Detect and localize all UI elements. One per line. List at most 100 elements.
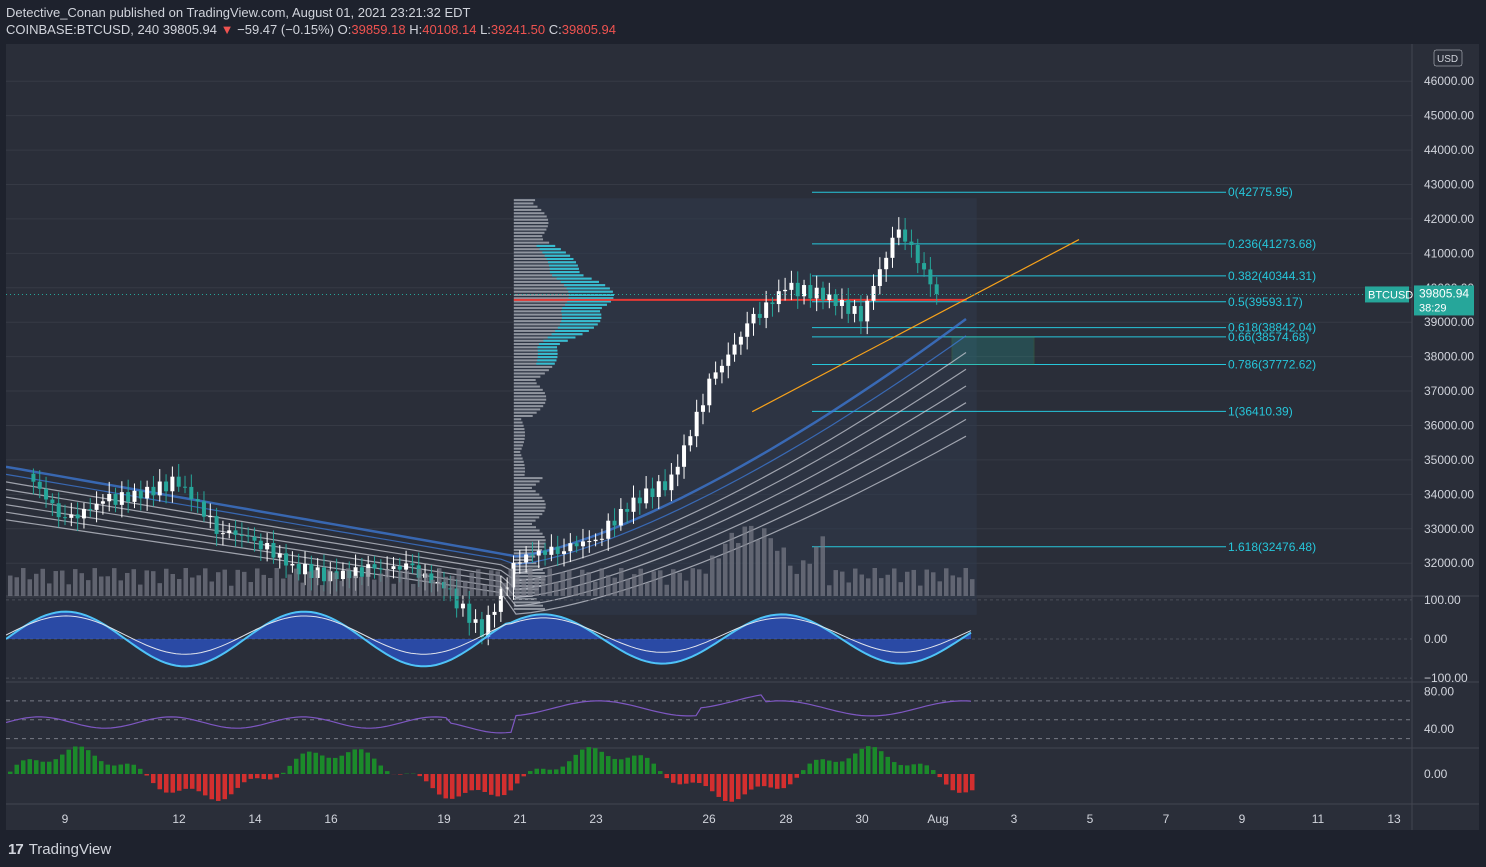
vp-bar bbox=[513, 356, 558, 359]
hist-bar bbox=[196, 774, 201, 792]
symbol-label[interactable]: COINBASE:BTCUSD, 240 bbox=[6, 22, 160, 37]
volume-bar bbox=[898, 582, 903, 596]
hist-bar bbox=[567, 761, 572, 774]
hist-bar bbox=[853, 753, 858, 774]
vp-bar bbox=[513, 346, 558, 349]
hist-bar bbox=[723, 774, 728, 801]
candle-body bbox=[719, 365, 724, 373]
vp-bar bbox=[513, 460, 524, 463]
vp-bar-up bbox=[556, 277, 592, 280]
hist-bar bbox=[905, 765, 910, 774]
volume-bar bbox=[567, 569, 572, 596]
hist-bar bbox=[300, 753, 305, 774]
hist-bar bbox=[970, 774, 975, 791]
vp-bar-up bbox=[557, 326, 594, 329]
hist-bar bbox=[450, 774, 455, 799]
vp-bar bbox=[513, 287, 610, 290]
hist-bar bbox=[749, 774, 754, 790]
date-tick-label: 23 bbox=[589, 812, 603, 826]
volume-bar bbox=[456, 568, 461, 596]
candle-body bbox=[56, 503, 61, 518]
volume-bar bbox=[892, 568, 897, 596]
vp-bar bbox=[513, 457, 523, 460]
candle-body bbox=[63, 517, 67, 519]
wave-area bbox=[6, 611, 971, 667]
vp-bar-up bbox=[537, 352, 558, 355]
hist-bar bbox=[79, 746, 84, 774]
hist-bar bbox=[963, 774, 968, 793]
vp-bar bbox=[513, 558, 533, 561]
hist-bar bbox=[807, 763, 812, 774]
candle-body bbox=[183, 486, 188, 488]
candle-body bbox=[915, 245, 920, 264]
date-tick-label: Aug bbox=[927, 812, 948, 826]
hist-bar bbox=[333, 757, 338, 774]
date-tick-label: 9 bbox=[62, 812, 69, 826]
candle-body bbox=[88, 508, 93, 510]
vp-bar bbox=[513, 293, 614, 296]
hist-bar bbox=[125, 763, 130, 774]
volume-bar bbox=[801, 560, 806, 596]
hist-bar bbox=[60, 754, 65, 774]
volume-bar bbox=[742, 526, 747, 596]
volume-bar bbox=[495, 571, 500, 596]
candle-body bbox=[903, 229, 908, 242]
candle-body bbox=[536, 550, 541, 556]
chart-frame[interactable]: 0(42775.95) 0.236(41273.68) 0.382(40344.31… bbox=[5, 44, 1479, 830]
vp-bar-up bbox=[568, 297, 614, 300]
price-tick-label: 41000.00 bbox=[1424, 246, 1474, 260]
vp-bar bbox=[513, 500, 545, 503]
volume-bar bbox=[606, 575, 611, 596]
volume-bar bbox=[411, 583, 416, 596]
volume-bar bbox=[755, 539, 760, 596]
hist-bar bbox=[599, 751, 604, 774]
volume-bar bbox=[846, 582, 851, 596]
vp-bar bbox=[513, 333, 583, 336]
candle-body bbox=[808, 285, 813, 299]
candle-body bbox=[530, 554, 535, 556]
volume-bar bbox=[599, 568, 604, 596]
brand-label: TradingView bbox=[28, 840, 112, 858]
fib-level-label: 0(42775.95) bbox=[1228, 185, 1293, 199]
change-arrow-icon: ▼ bbox=[220, 22, 234, 37]
candle-body bbox=[644, 488, 649, 504]
hist-bar bbox=[697, 774, 702, 784]
vp-bar bbox=[513, 392, 545, 395]
vp-bar bbox=[513, 477, 543, 480]
candle-body bbox=[618, 508, 623, 526]
volume-bar bbox=[469, 572, 474, 596]
last-price-tag-box bbox=[1414, 285, 1474, 316]
price-chart[interactable]: 0(42775.95) 0.236(41273.68) 0.382(40344.31… bbox=[5, 44, 1479, 830]
candle-body bbox=[543, 550, 548, 555]
vp-bar bbox=[513, 434, 525, 437]
vp-bar bbox=[513, 382, 537, 385]
chart-header: Detective_Conan published on TradingView… bbox=[6, 4, 1476, 38]
hist-bar bbox=[710, 774, 715, 792]
high-label: H: bbox=[409, 22, 423, 37]
hist-bar bbox=[268, 774, 273, 780]
volume-bar bbox=[723, 543, 728, 596]
hist-bar bbox=[606, 756, 611, 774]
hist-bar bbox=[66, 749, 71, 774]
hist-bar bbox=[515, 774, 520, 784]
candle-body bbox=[700, 405, 705, 412]
volume-bar bbox=[34, 573, 39, 596]
candle-body bbox=[353, 567, 358, 579]
date-tick-label: 11 bbox=[1312, 812, 1325, 826]
candle-body bbox=[631, 497, 636, 512]
vp-bar bbox=[513, 509, 545, 512]
candle-body bbox=[764, 302, 769, 318]
hist-bar bbox=[892, 762, 897, 774]
vp-bar-up bbox=[537, 359, 557, 362]
hist-bar bbox=[924, 765, 929, 774]
candles bbox=[31, 217, 939, 646]
vp-bar bbox=[513, 369, 549, 372]
hist-bar bbox=[281, 772, 286, 774]
vp-bar bbox=[513, 447, 522, 450]
target-box bbox=[951, 336, 1035, 365]
candle-body bbox=[170, 476, 175, 492]
price-tick-label: 38000.00 bbox=[1424, 350, 1474, 364]
volume-bars bbox=[8, 525, 975, 596]
vp-bar bbox=[513, 385, 540, 388]
volume-bar bbox=[398, 570, 403, 596]
